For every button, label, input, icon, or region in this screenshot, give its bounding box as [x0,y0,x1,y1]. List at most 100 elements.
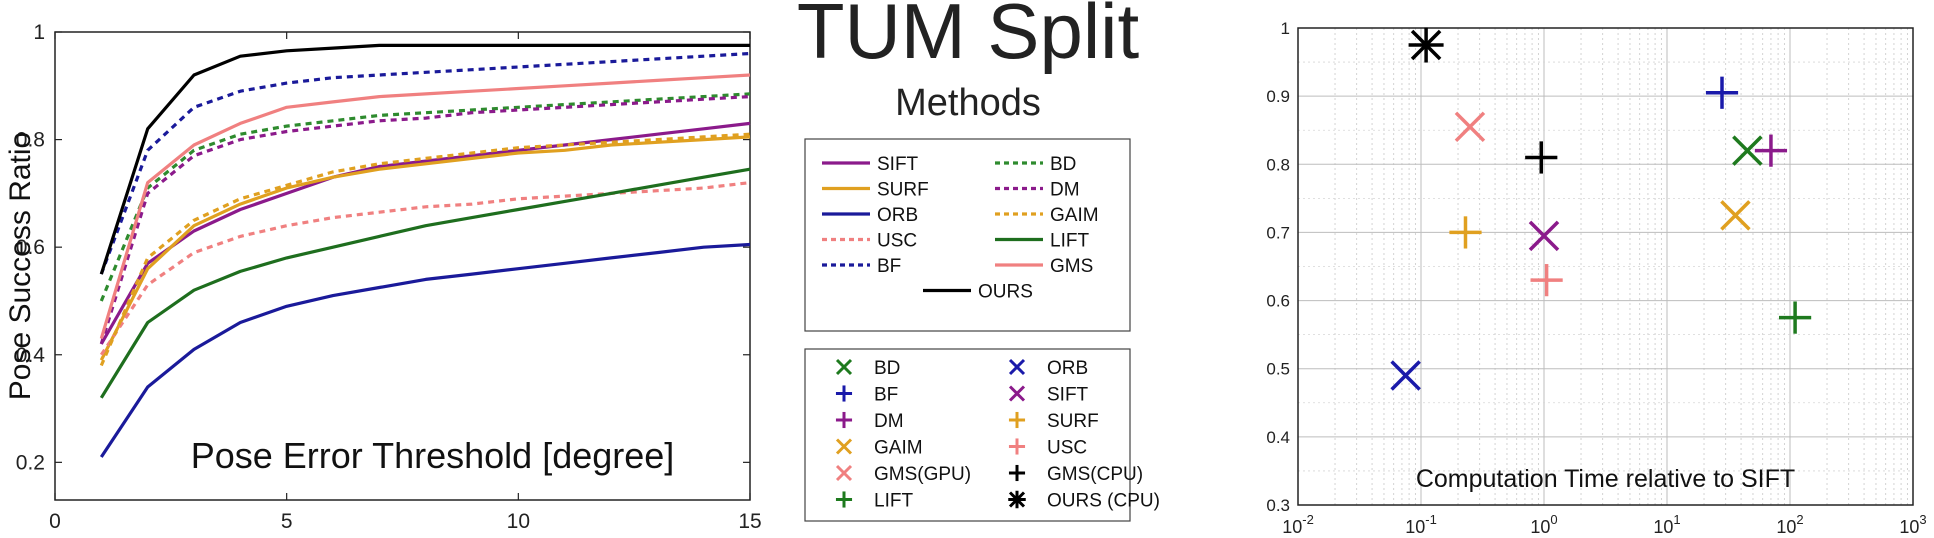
legend-entry-surf: SURF [877,180,929,201]
line-legend: SIFT BD SURF DM ORB GAIM USC LIFT BF GMS OURS [804,138,1131,332]
legend-marker-gms-cpu- [1008,464,1026,482]
legend-marker-dm [835,411,853,429]
plot-area [54,31,751,501]
figure-title: TUM Split [797,0,1140,75]
y-tick-label: 0.8 [1266,155,1290,174]
legend-marker-sift [1008,385,1026,402]
pose-success-chart: 0 5 10 15 0.2 0.4 0.6 0.8 1 Pose Error Threshold … [4,21,762,533]
x-tick-base: 10 [1899,517,1919,537]
x-tick-label: 100 [1530,512,1557,537]
legend-marker-gms-gpu- [835,464,853,482]
legend-entry-sift: SIFT [1047,385,1089,406]
legend-entry-sift: SIFT [877,154,919,175]
x-tick-exponent: 3 [1919,512,1926,527]
legend-entry-lift: LIFT [1050,231,1089,252]
scatter-point-ours-cpu- [1408,27,1444,63]
x-tick-base: 10 [1282,517,1302,537]
scatter-point-gaim [1720,200,1751,231]
x-tick-exponent: 2 [1796,512,1803,527]
series-line-sift [99,121,751,345]
scatter-point-surf [1449,216,1482,249]
x-axis-label: Computation Time relative to SIFT [1416,465,1795,493]
legend-entry-surf: SURF [1047,411,1099,432]
legend-entry-gaim: GAIM [1050,205,1099,226]
series-line-bd [99,92,751,302]
legend-marker-lift [835,491,853,508]
plot-frame [1297,27,1914,506]
y-tick-label: 1 [33,21,45,44]
legend-entry-orb: ORB [877,205,918,226]
scatter-point-gms-gpu- [1454,111,1486,143]
y-tick-label: 0.6 [1266,292,1290,311]
legend-entry-orb: ORB [1047,358,1088,379]
series-line-gaim [99,132,751,367]
scatter-point-gms-cpu- [1525,141,1558,174]
x-tick-label: 10 [507,510,530,533]
legend-entry-ours-cpu-: OURS (CPU) [1047,491,1160,512]
y-tick-label: 0.8 [16,129,45,152]
series-line-ours [99,43,750,275]
legend-entry-usc: USC [1047,438,1087,459]
legend-entry-gms-cpu-: GMS(CPU) [1047,464,1143,485]
legend-entry-bd: BD [1050,154,1076,175]
x-tick-exponent: 1 [1673,512,1680,527]
series-line-usc [99,181,751,356]
legend-marker-bf [835,385,853,402]
legend-entry-bd: BD [874,358,900,379]
series-line-orb [99,242,751,458]
x-tick-base: 10 [1530,517,1550,537]
y-axis-label: Pose Success Ratio [4,132,37,400]
legend-box [804,138,1131,332]
y-tick-label: 0.7 [1266,223,1290,242]
y-tick-label: 0.2 [16,451,45,474]
scatter-point-lift [1778,301,1812,334]
legend-marker-ours-cpu- [1008,490,1026,509]
series-line-bf [99,51,751,275]
legend-entry-ours: OURS [978,282,1033,303]
legend-marker-surf [1008,411,1026,429]
x-tick-base: 10 [1776,517,1796,537]
x-tick-base: 10 [1653,517,1673,537]
legend-entry-dm: DM [1050,180,1080,201]
marker-legend: BD ORB BF SIFT DM SURF GAIM USC GMS(GPU) GMS(CPU)… [804,348,1160,522]
scatter-point-orb [1390,360,1421,391]
scatter-point-bd [1732,135,1763,166]
x-tick-label: 15 [738,510,761,533]
legend-marker-gaim [835,438,853,455]
series-line-surf [99,135,751,361]
y-tick-label: 0.5 [1266,360,1290,379]
y-tick-label: 1 [1281,19,1290,38]
y-tick-label: 0.4 [1266,428,1290,447]
scatter-point-usc [1530,264,1563,297]
plot-area [1298,28,1913,505]
legend-entry-gaim: GAIM [874,438,923,459]
legend-box [804,348,1131,522]
x-tick-label: 10-2 [1282,512,1314,537]
x-tick-label: 102 [1776,512,1803,537]
x-tick-label: 103 [1899,512,1926,537]
x-tick-label: 101 [1653,512,1680,537]
x-tick-exponent: -1 [1425,512,1437,527]
x-tick-base: 10 [1405,517,1425,537]
x-tick-exponent: 0 [1550,512,1557,527]
y-tick-label: 0.9 [1266,87,1290,106]
x-tick-label: 5 [281,510,293,533]
x-tick-exponent: -2 [1302,512,1314,527]
scatter-point-bf [1705,76,1739,109]
legend-entry-dm: DM [874,411,904,432]
legend-entry-gms-gpu-: GMS(GPU) [874,464,971,485]
legend-marker-orb [1008,358,1026,376]
legend-marker-usc [1008,438,1026,455]
legend-entry-bf: BF [877,256,901,277]
legend-marker-bd [835,358,853,376]
series-line-lift [99,167,751,399]
x-tick-label: 0 [49,510,61,533]
legend-entry-gms: GMS [1050,256,1093,277]
x-tick-label: 10-1 [1405,512,1437,537]
scatter-point-sift [1528,220,1560,252]
methods-label: Methods [895,82,1041,124]
series-line-dm [99,95,751,345]
y-tick-label: 0.4 [16,344,46,367]
series-line-gms [99,73,751,340]
